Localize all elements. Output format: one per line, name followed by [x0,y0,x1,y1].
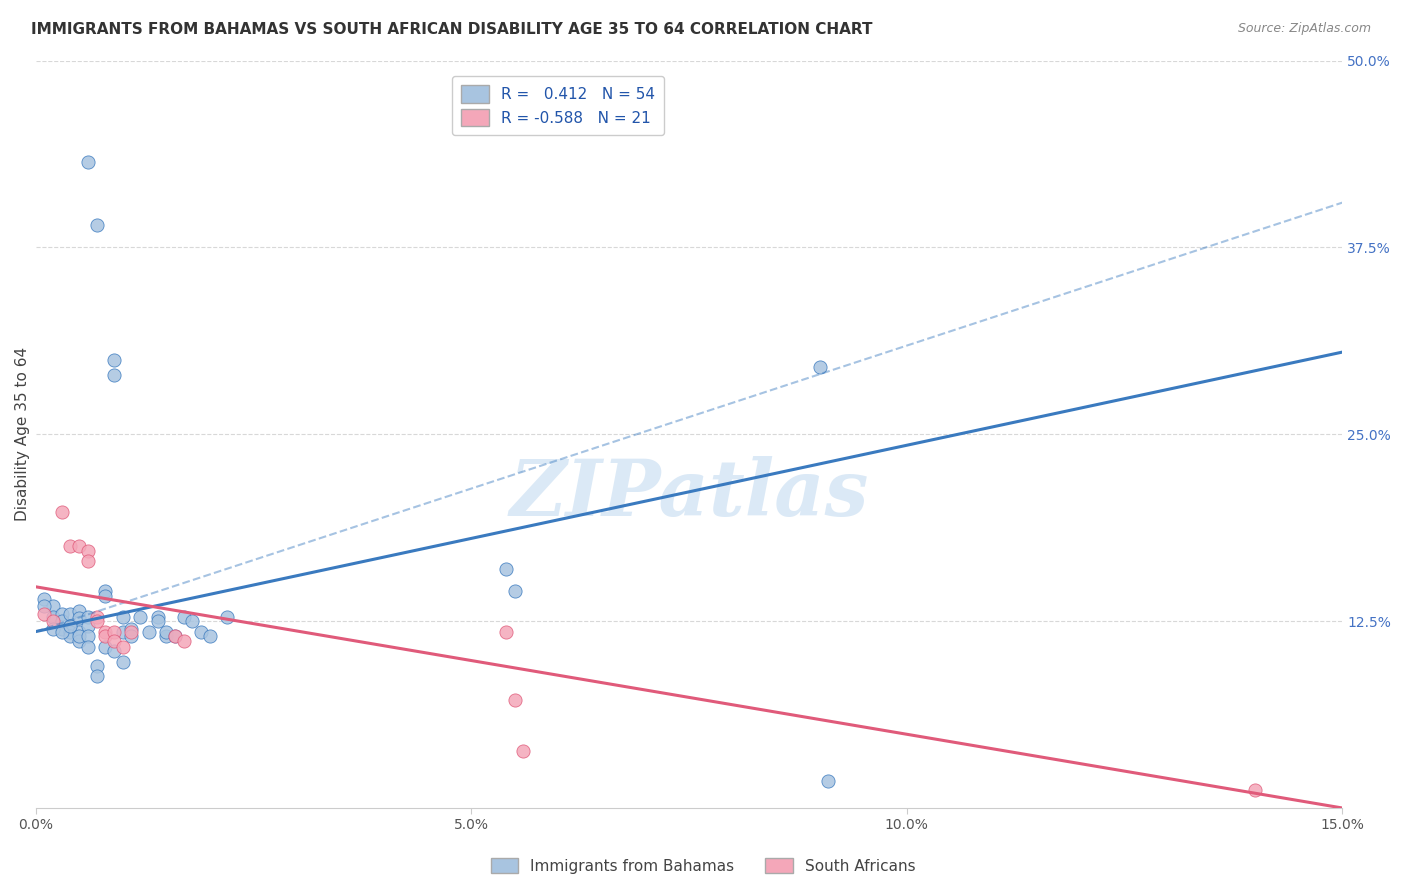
Point [155,624,177,639]
Point [51,607,73,621]
Point [59,618,82,632]
Point [94,629,117,643]
Point [111,640,134,654]
Point [146,609,169,624]
Point [120,624,142,639]
Point [808,359,831,374]
Y-axis label: Disability Age 35 to 64: Disability Age 35 to 64 [15,347,30,522]
Legend: R =   0.412   N = 54, R = -0.588   N = 21: R = 0.412 N = 54, R = -0.588 N = 21 [453,76,664,136]
Point [86,669,108,683]
Point [51,624,73,639]
Point [217,609,239,624]
Point [817,774,839,789]
Point [155,629,177,643]
Point [111,655,134,669]
Point [86,659,108,673]
Point [198,629,221,643]
Point [495,624,517,639]
Point [76,544,98,558]
Point [120,629,142,643]
Point [86,609,108,624]
Point [42,614,65,628]
Point [146,614,169,628]
Point [67,540,90,554]
Point [42,599,65,614]
Point [51,505,73,519]
Point [76,618,98,632]
Point [163,629,186,643]
Point [163,629,186,643]
Point [94,584,117,599]
Point [120,622,142,636]
Point [32,607,55,621]
Point [86,218,108,232]
Point [94,589,117,603]
Point [103,633,125,648]
Point [495,562,517,576]
Point [59,607,82,621]
Point [94,640,117,654]
Point [59,618,82,632]
Point [76,609,98,624]
Point [59,540,82,554]
Point [59,624,82,639]
Point [512,744,534,758]
Text: IMMIGRANTS FROM BAHAMAS VS SOUTH AFRICAN DISABILITY AGE 35 TO 64 CORRELATION CHA: IMMIGRANTS FROM BAHAMAS VS SOUTH AFRICAN… [31,22,873,37]
Point [67,624,90,639]
Point [32,591,55,606]
Point [173,633,195,648]
Point [76,554,98,568]
Point [503,584,526,599]
Point [103,644,125,658]
Point [103,352,125,367]
Point [103,368,125,382]
Point [76,640,98,654]
Point [51,614,73,628]
Point [67,629,90,643]
Point [181,614,204,628]
Point [190,624,212,639]
Point [503,693,526,707]
Point [111,624,134,639]
Point [76,155,98,169]
Point [173,609,195,624]
Point [86,614,108,628]
Text: ZIPatlas: ZIPatlas [509,456,869,533]
Point [42,622,65,636]
Point [1244,783,1267,797]
Legend: Immigrants from Bahamas, South Africans: Immigrants from Bahamas, South Africans [485,852,921,880]
Point [76,629,98,643]
Point [59,629,82,643]
Point [138,624,160,639]
Point [111,609,134,624]
Point [51,622,73,636]
Point [67,611,90,625]
Point [129,609,152,624]
Point [32,599,55,614]
Point [42,609,65,624]
Point [67,604,90,618]
Text: Source: ZipAtlas.com: Source: ZipAtlas.com [1237,22,1371,36]
Point [94,624,117,639]
Point [67,633,90,648]
Point [103,624,125,639]
